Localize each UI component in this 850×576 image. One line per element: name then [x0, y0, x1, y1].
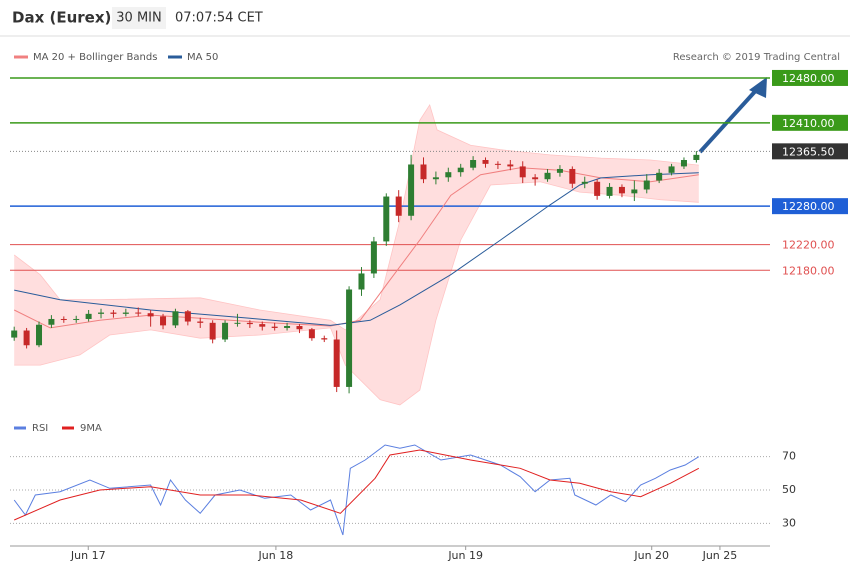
level-label-box [772, 114, 848, 131]
candle-body [48, 318, 55, 325]
candle-body [395, 196, 402, 216]
x-tick-label: Jun 19 [447, 549, 483, 562]
time: 07:07:54 CET [175, 11, 263, 26]
candle-body [184, 311, 191, 322]
candle-body [259, 324, 266, 327]
candle-body [36, 324, 43, 346]
bollinger-lower [14, 181, 699, 406]
candle-body [308, 329, 315, 339]
candle-body [618, 186, 625, 194]
candle-body [246, 322, 253, 325]
level-label: 12410.00 [782, 117, 835, 130]
candle-body [85, 313, 92, 319]
x-tick-label: Jun 18 [258, 549, 294, 562]
bollinger-band [14, 104, 699, 405]
candle-body [606, 186, 613, 196]
candle-body [296, 326, 303, 330]
candle-body [333, 339, 340, 387]
bollinger-upper [13, 103, 699, 331]
candle-body [494, 163, 501, 165]
candle-body [556, 168, 563, 173]
candle-body [197, 321, 204, 323]
rsi-panel: 30 50 70 RSI 9MA [10, 423, 796, 536]
y-tick-label: 30 [782, 516, 796, 529]
candle-body [160, 316, 167, 326]
candle-body [222, 322, 229, 340]
candle-body [631, 189, 638, 194]
candle-body [581, 181, 588, 184]
indicator-line [14, 449, 700, 521]
y-tick-label: 50 [782, 483, 796, 496]
candle-body [60, 318, 67, 320]
candle-body [544, 172, 551, 180]
candle-body [346, 289, 353, 387]
candle-body [209, 322, 216, 340]
interval: 30 MIN [116, 11, 161, 26]
candle-body [408, 164, 415, 216]
indicator-line [13, 444, 700, 536]
candle-body [23, 330, 30, 346]
level-label: 12220.00 [782, 239, 835, 252]
candle-body [284, 326, 291, 328]
instrument-title: Dax (Eurex) [12, 9, 111, 27]
x-tick-label: Jun 17 [70, 549, 106, 562]
ma-line [14, 172, 699, 326]
candle-body [172, 311, 179, 326]
candle-body [680, 160, 687, 167]
candle-body [668, 166, 675, 173]
candle-body [147, 313, 154, 317]
legend-label: MA 20 + Bollinger Bands [33, 52, 157, 63]
level-label-box [772, 69, 848, 86]
candle-body [73, 318, 80, 320]
candle-body [532, 177, 539, 180]
candle-body [122, 312, 129, 314]
candle-body [110, 312, 117, 314]
candle-body [321, 338, 328, 340]
candle-body [519, 166, 526, 178]
level-label: 12480.00 [782, 72, 835, 85]
candle-body [470, 160, 477, 168]
candle-body [11, 330, 18, 338]
price-panel: 12480.00 12410.00 12280.00 12220.00 12180.00… [10, 52, 848, 562]
y-tick-label: 70 [782, 450, 796, 463]
level-label: 12180.00 [782, 264, 835, 277]
interval-box [112, 7, 166, 29]
candle-body [234, 322, 241, 324]
candle-body [445, 172, 452, 178]
x-tick-label: Jun 25 [702, 549, 738, 562]
candle-body [594, 181, 601, 196]
candle-body [457, 167, 464, 173]
candle-body [656, 172, 663, 181]
candle-body [98, 312, 105, 314]
candle-body [271, 326, 278, 328]
candle-body [482, 160, 489, 164]
source: Research © 2019 Trading Central [673, 52, 840, 63]
legend-label: MA 50 [187, 52, 218, 63]
candle-body [643, 180, 650, 190]
candle-body [370, 241, 377, 274]
last-price-box [772, 143, 848, 160]
candle-body [383, 196, 390, 242]
forecast-arrowhead [749, 77, 767, 98]
legend-label: 9MA [80, 423, 102, 434]
candle-body [420, 164, 427, 180]
candle-body [569, 168, 576, 184]
level-label: 12280.00 [782, 200, 835, 213]
candle-body [507, 164, 514, 167]
level-label-box [772, 198, 848, 215]
candle-body [135, 312, 142, 314]
candle-body [693, 154, 700, 160]
legend-label: RSI [32, 423, 48, 434]
candle-body [432, 177, 439, 180]
x-tick-label: Jun 20 [633, 549, 669, 562]
last-price-label: 12365.50 [782, 145, 835, 158]
forecast-arrow [698, 84, 762, 154]
candle-body [358, 273, 365, 290]
